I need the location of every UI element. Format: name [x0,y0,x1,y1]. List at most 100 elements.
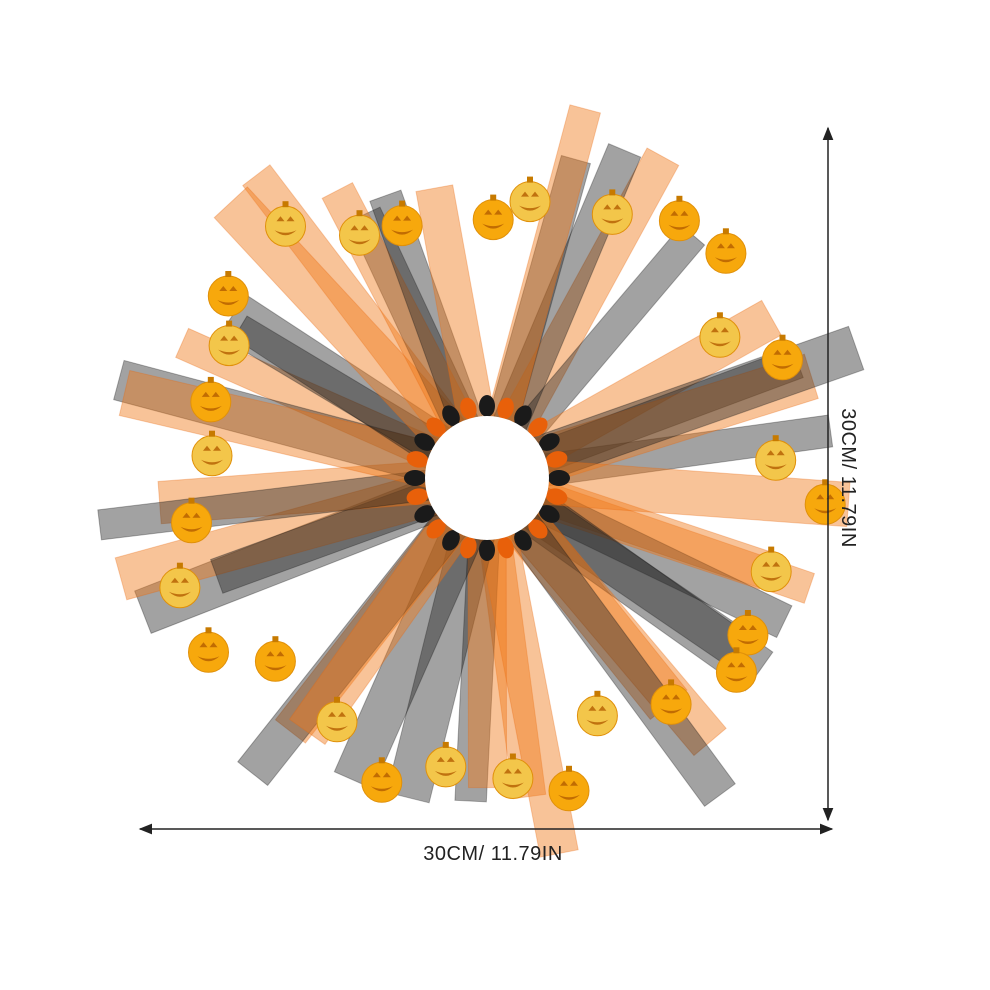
pumpkin-stem [772,435,779,442]
pumpkin-charm [755,435,797,481]
pumpkin-body [699,316,741,358]
pumpkin-charm [699,312,741,358]
pumpkin-face [714,243,737,263]
pumpkin-body [254,640,296,682]
pumpkin-body [171,502,212,544]
knot [497,397,514,420]
pumpkin-body [705,232,747,274]
knot [539,433,560,451]
knot [406,451,429,468]
pumpkin-charm [208,320,250,367]
knot [539,505,560,523]
pumpkin-charm [591,189,633,235]
pumpkin-stem [334,696,340,703]
knot [406,488,429,505]
pumpkin-stem [779,334,786,341]
pumpkin-charm [762,334,803,381]
pumpkin-charm [727,610,769,656]
pumpkin-body [265,205,306,247]
pumpkin-charm [715,647,757,693]
pumpkin-stem [768,546,775,553]
pumpkin-stem [722,228,729,235]
pumpkin-stem [733,647,740,654]
pumpkin-charm [705,228,747,274]
pumpkin-face [274,216,297,236]
pumpkin-charm [425,741,467,788]
pumpkin-stem [594,690,601,697]
pumpkin-stem [442,741,449,748]
pumpkin-face [218,335,241,355]
pumpkin-body [750,551,792,593]
pumpkin-face [391,215,414,235]
pumpkin-face [199,391,222,411]
pumpkin-charm [576,690,618,737]
pumpkin-charm [339,210,380,256]
pumpkin-body [381,205,423,247]
pumpkin-body [316,701,358,743]
pumpkin-body [159,567,201,609]
pumpkin-stem [399,200,406,207]
pumpkin-charm [472,194,514,241]
knot [442,530,460,551]
pumpkin-charm [316,696,358,743]
pumpkin-charm [265,201,306,247]
knot [460,397,477,420]
pumpkin-face [370,772,393,792]
pumpkin-face [668,210,691,230]
pumpkin-charm [188,627,229,673]
pumpkin-face [558,780,580,800]
pumpkin-body [188,631,229,673]
pumpkin-charm [509,176,551,223]
pumpkin-stem [716,312,723,319]
knot [414,505,435,523]
pumpkin-body [190,381,232,423]
pumpkin-charm [492,753,534,799]
pumpkin-stem [490,194,497,201]
pumpkin-face [501,768,524,788]
pumpkin-body [472,199,514,241]
knot [479,539,495,561]
pumpkin-face [180,512,203,532]
pumpkin-stem [225,271,232,277]
pumpkin-face [725,662,748,682]
pumpkin-charm [171,497,212,544]
pumpkin-charm [191,430,233,477]
width-label: 30CM/ 11.79IN [423,843,563,865]
pumpkin-stem [566,765,572,772]
pumpkin-body [658,200,700,242]
pumpkin-charm [750,546,792,593]
knot [514,530,532,551]
knot [528,417,548,437]
pumpkin-stem [188,497,195,504]
pumpkin-body [492,758,534,799]
pumpkin-face [434,756,457,776]
pumpkin-stem [176,562,183,569]
pumpkin-body [548,770,590,812]
pumpkin-charm [381,200,423,247]
knot [426,519,446,539]
pumpkin-stem [207,376,214,383]
pumpkin-stem [509,753,516,760]
knot [514,405,532,426]
collar [97,104,865,858]
pumpkin-stem [272,636,279,643]
pumpkin-stem [676,195,683,202]
pumpkin-stem [527,176,533,183]
pumpkin-stem [609,189,616,196]
pumpkin-body [207,275,249,317]
knot [545,451,568,468]
knot [497,536,514,559]
pumpkin-stem [205,627,212,634]
pumpkin-stem [744,610,751,616]
pumpkin-face [760,561,783,581]
pumpkin-body [755,439,797,481]
pumpkin-face [764,450,787,470]
pumpkin-face [197,642,220,662]
knot [479,395,495,417]
pumpkin-body [191,435,233,477]
knot [404,470,426,486]
pumpkin-body [361,761,403,803]
pumpkin-body [576,695,618,737]
pumpkin-face [201,445,223,465]
pumpkin-body [591,193,633,235]
